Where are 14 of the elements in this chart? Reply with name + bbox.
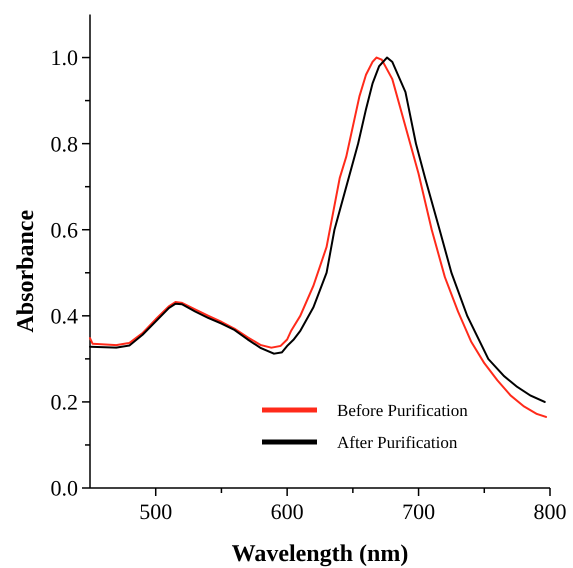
y-axis-title: Absorbance [13, 210, 39, 333]
x-axis-title: Wavelength (nm) [232, 541, 408, 567]
x-tick-label: 800 [534, 499, 566, 524]
y-tick-label: 0.0 [50, 476, 78, 501]
x-tick-label: 700 [402, 499, 436, 524]
y-tick-label: 0.6 [50, 217, 78, 242]
y-tick-label: 0.2 [50, 390, 78, 415]
legend-label: Before Purification [337, 400, 468, 420]
y-tick-label: 1.0 [50, 45, 78, 70]
y-tick-label: 0.4 [50, 304, 78, 329]
x-tick-label: 500 [139, 499, 172, 524]
legend-label: After Purification [337, 432, 458, 452]
x-tick-label: 600 [270, 499, 304, 524]
y-tick-label: 0.8 [50, 131, 78, 156]
